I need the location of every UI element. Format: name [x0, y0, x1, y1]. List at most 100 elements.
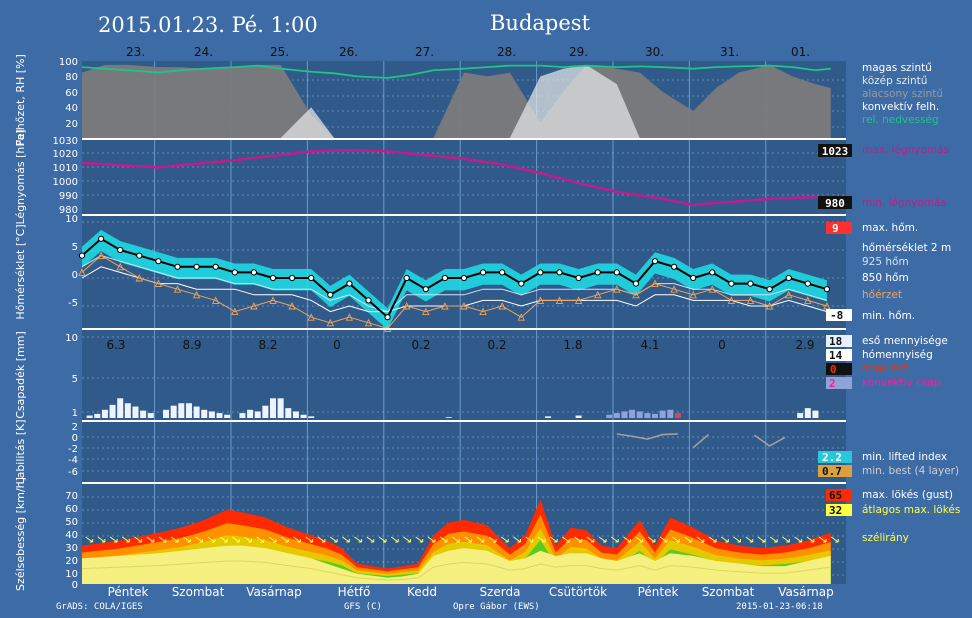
- precip-bar: [804, 408, 811, 418]
- precip-bar: [613, 413, 620, 418]
- lifted-index-line: [753, 434, 786, 447]
- t2m-point: [785, 274, 792, 282]
- low-cloud-area: [82, 64, 831, 138]
- date-label: 24.: [194, 45, 213, 59]
- feels-like-line: [81, 254, 828, 329]
- t2m-point: [78, 252, 86, 259]
- snow-total-badge: 14: [829, 349, 843, 362]
- feels-like-marker: [593, 290, 602, 299]
- tick-label: 990: [59, 191, 78, 202]
- day-label: Szombat: [172, 585, 225, 599]
- wind-direction-arrow: [122, 536, 130, 543]
- t2m-point: [823, 286, 831, 293]
- feels-like-marker: [479, 307, 487, 316]
- wind-direction-arrow: [305, 536, 314, 543]
- legend-item: konvektív csap.: [862, 377, 944, 389]
- legend-item: konvektív felh.: [862, 101, 939, 113]
- t2m-point: [365, 297, 372, 304]
- wind-direction-arrow: [390, 536, 399, 543]
- wind-direction-arrow: [488, 536, 497, 543]
- feels-like-marker: [78, 268, 86, 276]
- precip-bar: [132, 406, 139, 418]
- wind-direction-arrow: [476, 536, 485, 543]
- feels-like-marker: [211, 296, 220, 304]
- legend-item: max. lökés (gust): [862, 489, 953, 501]
- day-label: Szerda: [480, 585, 521, 599]
- tick-label: 60: [65, 88, 78, 99]
- legend-item: alacsony szintű: [862, 88, 943, 100]
- wind-direction-arrow: [232, 536, 240, 543]
- tick-label: 1000: [53, 177, 78, 188]
- legend-item: 850 hőm: [862, 272, 909, 284]
- feels-like-marker: [536, 296, 545, 304]
- precip-bar: [659, 410, 666, 418]
- date-label: 26.: [339, 45, 358, 59]
- t2m-point: [98, 235, 105, 242]
- wind-direction-arrow: [183, 536, 191, 543]
- cloud-ylabel: Felhőzet, RH [%]: [14, 54, 27, 146]
- wind-direction-arrow: [403, 536, 411, 543]
- precip-bar: [308, 416, 315, 418]
- feels-like-marker: [250, 301, 258, 310]
- wind-direction-arrow: [562, 536, 570, 543]
- wind-direction-arrow: [317, 536, 326, 543]
- precip-bar: [606, 414, 613, 418]
- date-label: 30.: [645, 45, 664, 59]
- wind-direction-arrow: [427, 536, 436, 543]
- date-label: 28.: [497, 45, 516, 59]
- t2m-point: [632, 280, 640, 287]
- legend-item: min. best (4 layer): [862, 465, 959, 477]
- precip-bar: [208, 411, 215, 418]
- precip-bar: [644, 413, 651, 418]
- precip-bar: [124, 403, 131, 418]
- wind-direction-arrow: [549, 536, 558, 543]
- wind-direction-arrow: [769, 536, 778, 543]
- legend-item: ónos eső: [862, 363, 909, 375]
- tick-label: 10: [65, 569, 78, 580]
- legend-pressure: 1023 max. légnyomás 980 min. légnyomás: [818, 144, 949, 210]
- precip-bar: [812, 410, 819, 418]
- precip-bar: [178, 403, 185, 418]
- feels-like-marker: [97, 251, 105, 260]
- feels-like-marker: [116, 262, 124, 271]
- t2m-point: [575, 274, 582, 282]
- tick-label: 30: [65, 543, 78, 554]
- feels-like-marker: [613, 285, 621, 293]
- tick-label: 20: [65, 119, 78, 130]
- precip-bar: [292, 411, 299, 418]
- feels-like-marker: [670, 285, 678, 293]
- feels-like-marker: [632, 290, 640, 299]
- daily-total: 1.8: [563, 338, 582, 352]
- temp-max-badge: 9: [832, 222, 839, 235]
- wind-direction-arrow: [598, 536, 607, 543]
- tick-label: 5: [72, 374, 78, 385]
- t2m-point: [537, 269, 544, 276]
- precip-panel: [82, 330, 846, 420]
- precip-bar: [224, 414, 231, 418]
- date-label: 27.: [415, 45, 434, 59]
- tick-label: 10: [65, 214, 78, 225]
- precip-bar: [239, 413, 246, 418]
- wind-direction-arrow: [818, 536, 827, 543]
- precip-bar: [575, 415, 582, 418]
- wind-direction-arrow: [684, 536, 693, 543]
- wind-direction-arrow: [794, 536, 803, 543]
- wind-direction-arrow: [574, 536, 583, 543]
- precip-bar: [117, 398, 124, 418]
- daily-total: 0.2: [487, 338, 506, 352]
- t2m-point: [155, 258, 162, 265]
- t2m-point: [804, 280, 811, 287]
- feels-like-marker: [651, 279, 659, 288]
- precip-bar: [652, 413, 658, 418]
- wind-ticks: 70 60 50 40 30 20 10 0: [65, 491, 78, 591]
- t2m-point: [136, 252, 143, 259]
- pressure-ticks: 1030 1020 1010 1000 990 980: [53, 136, 78, 216]
- t2m-point: [117, 246, 124, 254]
- feels-like-marker: [574, 296, 583, 304]
- precip-bar: [277, 398, 284, 418]
- stability-ticks: 2 0 -2 -4 -6: [68, 422, 78, 478]
- wind-direction-arrow: [696, 536, 705, 543]
- header-location: Budapest: [490, 11, 591, 35]
- wind-direction-arrow: [586, 536, 595, 543]
- daily-total: 4.1: [640, 338, 659, 352]
